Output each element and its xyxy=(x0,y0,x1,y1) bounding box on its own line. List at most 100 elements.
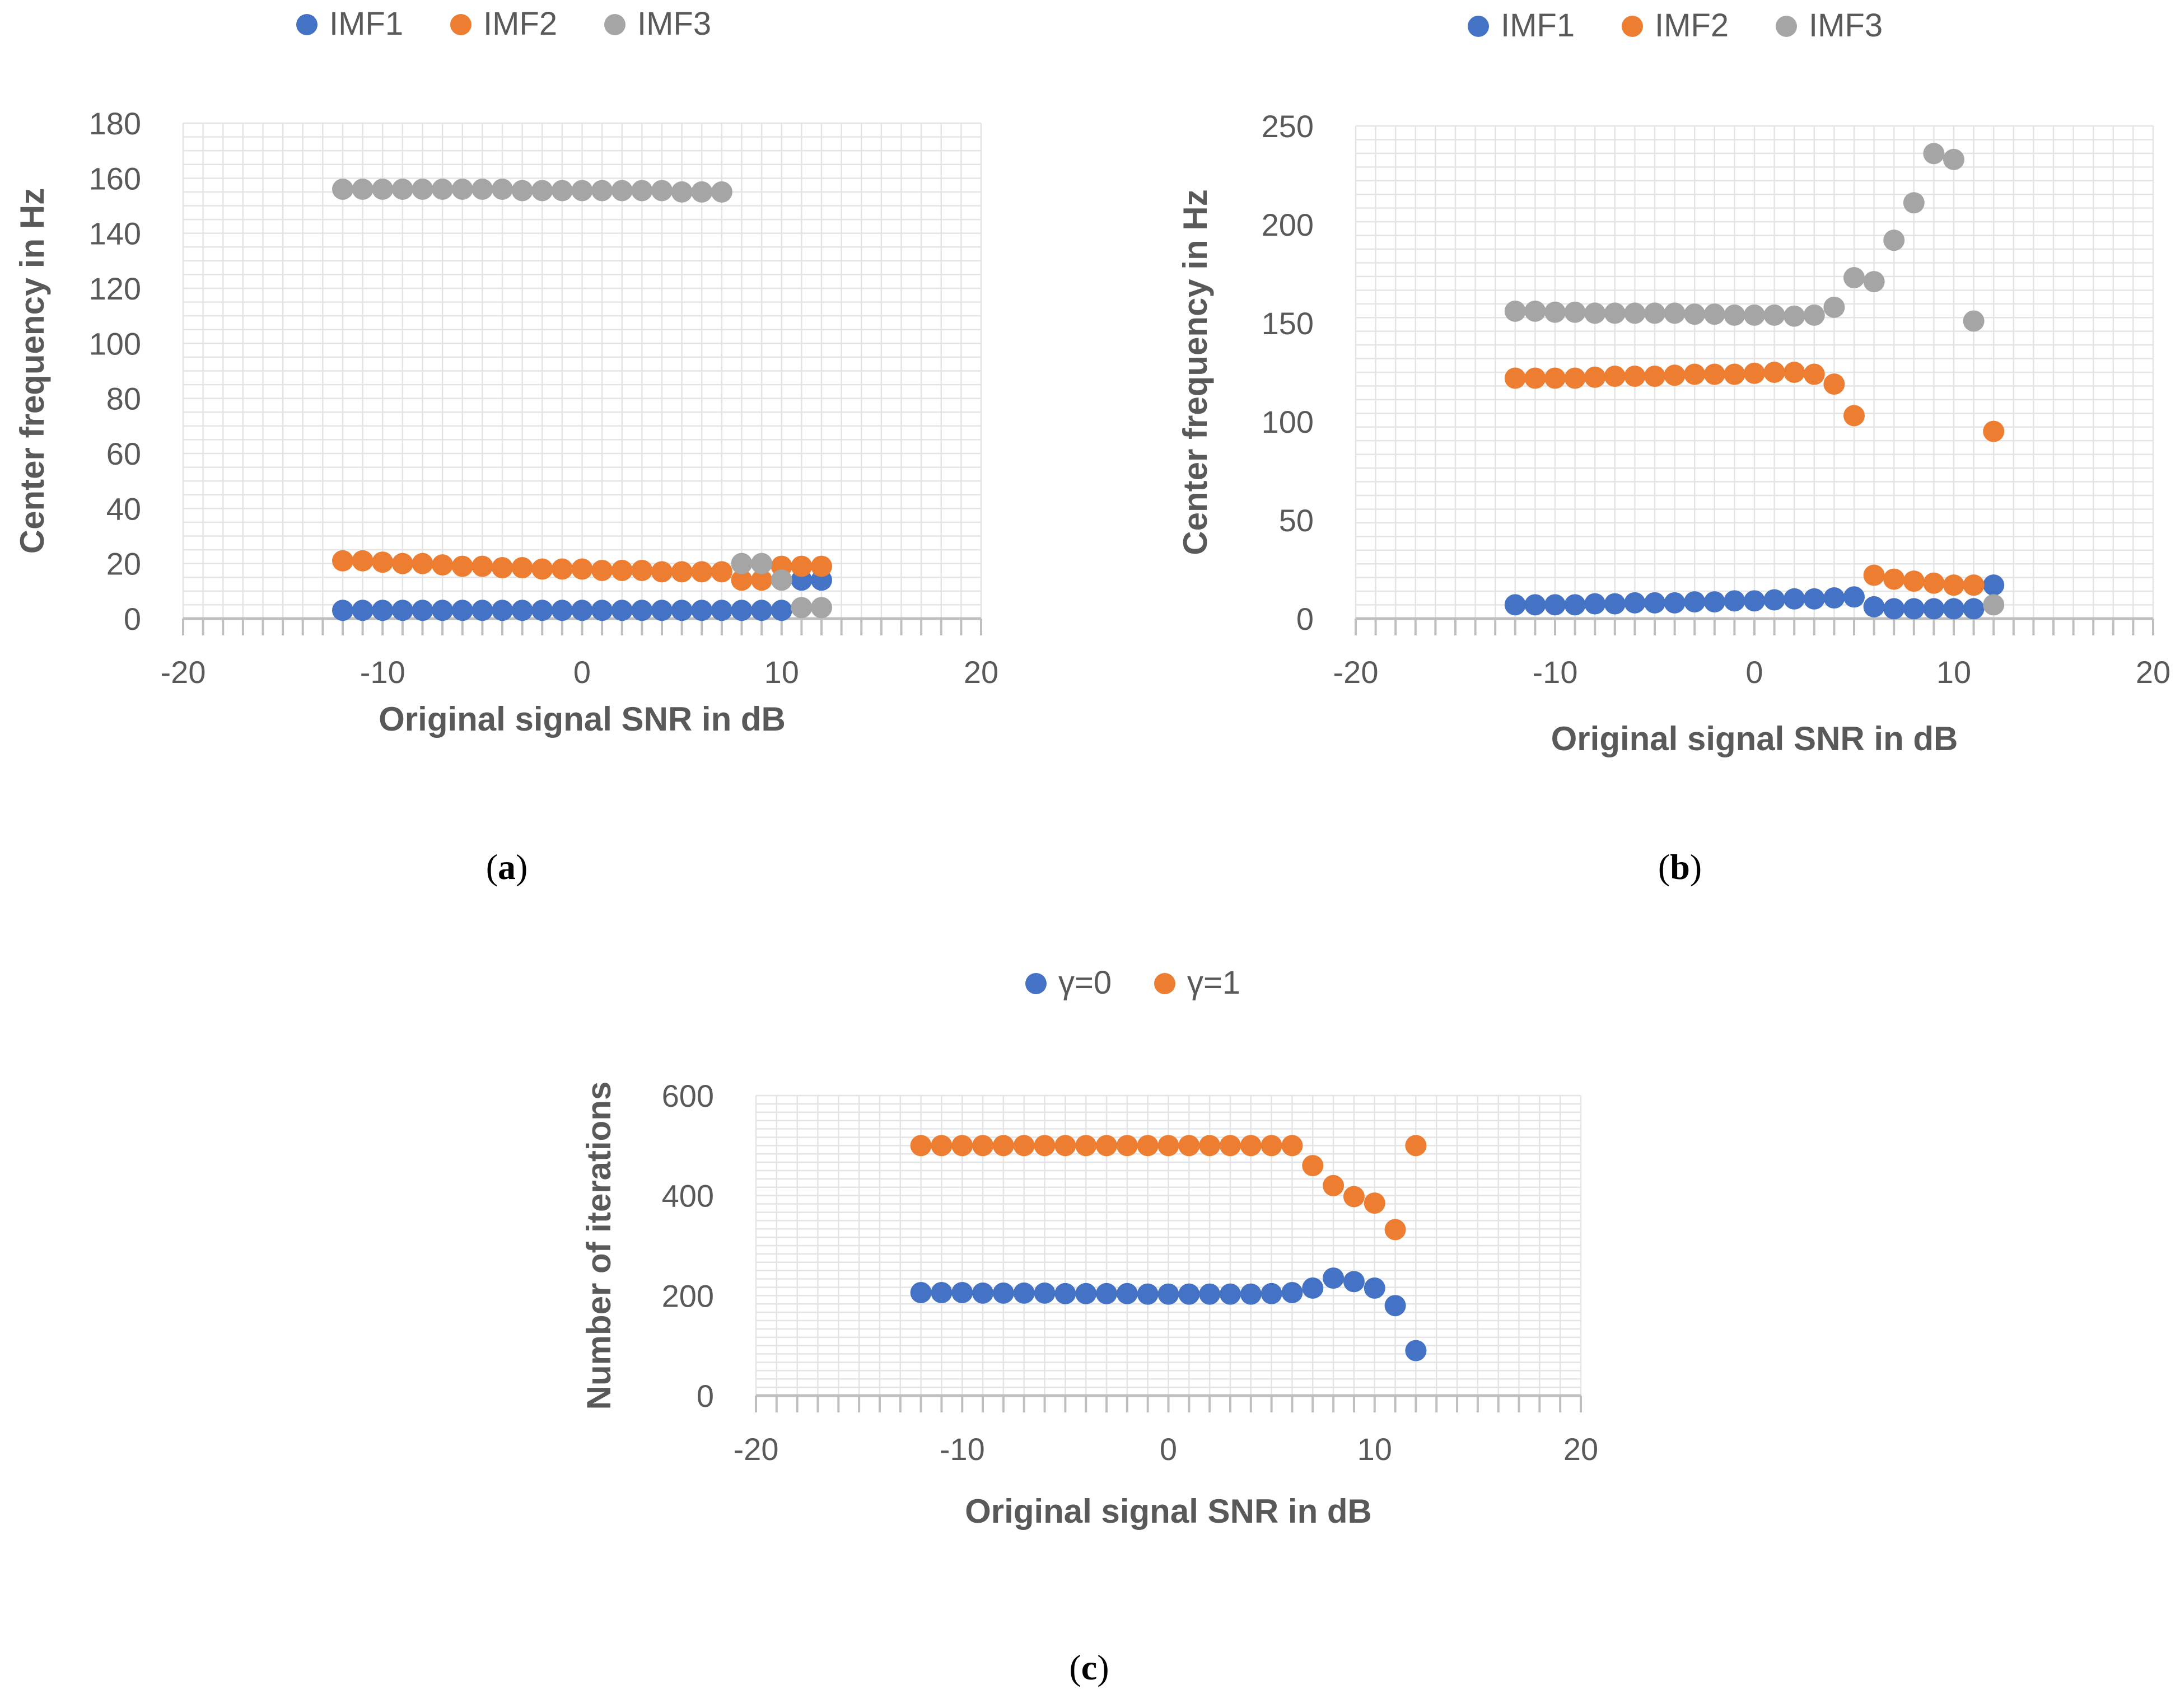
data-point xyxy=(1724,304,1745,326)
data-point xyxy=(1684,303,1706,325)
data-point xyxy=(391,600,413,621)
y-tick-label: 160 xyxy=(89,161,141,196)
data-point xyxy=(811,555,832,577)
data-point xyxy=(1116,1135,1138,1157)
data-point xyxy=(791,555,813,577)
legend-item: IMF3 xyxy=(604,6,711,42)
data-point xyxy=(1364,1192,1385,1214)
data-point xyxy=(1054,1135,1076,1157)
data-point xyxy=(1724,363,1745,385)
data-point xyxy=(1963,310,1985,332)
data-point xyxy=(1302,1277,1324,1299)
data-point xyxy=(1240,1283,1262,1305)
data-point xyxy=(492,557,513,579)
data-point xyxy=(1883,568,1905,590)
data-point xyxy=(1137,1135,1159,1157)
data-point xyxy=(1624,592,1646,614)
data-point xyxy=(731,553,753,574)
data-point xyxy=(1096,1283,1118,1304)
legend-label: IMF2 xyxy=(483,6,557,42)
data-point xyxy=(531,558,553,580)
data-point xyxy=(1604,366,1626,387)
x-tick-label: 0 xyxy=(1745,654,1763,690)
data-point xyxy=(651,180,673,202)
data-point xyxy=(711,181,732,203)
data-point xyxy=(511,557,533,579)
data-point xyxy=(1075,1283,1097,1304)
data-point xyxy=(1504,594,1526,616)
legend-marker xyxy=(1025,973,1047,994)
data-point xyxy=(1763,304,1785,326)
data-point xyxy=(1405,1340,1427,1361)
data-point xyxy=(1744,362,1765,384)
data-point xyxy=(571,180,593,202)
data-point xyxy=(1157,1283,1179,1305)
data-point xyxy=(711,600,732,621)
x-tick-label: 0 xyxy=(1160,1431,1177,1467)
data-point xyxy=(1219,1135,1241,1157)
data-point xyxy=(1013,1135,1035,1157)
data-point xyxy=(1199,1135,1221,1157)
y-tick-label: 200 xyxy=(1262,207,1314,242)
data-point xyxy=(1564,301,1586,323)
data-point xyxy=(631,180,653,202)
data-point xyxy=(1096,1135,1118,1157)
data-point xyxy=(1054,1283,1076,1304)
data-point xyxy=(551,180,573,202)
data-point xyxy=(611,180,633,202)
data-point xyxy=(451,179,473,200)
data-point xyxy=(671,561,693,583)
data-point xyxy=(472,179,493,200)
legend-item: IMF3 xyxy=(1776,7,1883,44)
x-tick-label: -10 xyxy=(360,654,405,690)
data-point xyxy=(1684,363,1706,385)
y-tick-label: 100 xyxy=(89,326,141,361)
data-point xyxy=(372,551,394,573)
y-tick-label: 150 xyxy=(1262,306,1314,341)
data-point xyxy=(1784,588,1805,610)
data-point xyxy=(1784,362,1805,383)
data-point xyxy=(1157,1135,1179,1157)
data-point xyxy=(731,569,753,591)
data-point xyxy=(1364,1277,1385,1299)
data-point xyxy=(631,600,653,621)
data-point xyxy=(591,180,613,202)
data-point xyxy=(731,600,753,621)
data-point xyxy=(1343,1186,1365,1208)
data-point xyxy=(1034,1135,1056,1157)
legend-label: IMF2 xyxy=(1655,7,1729,44)
gridlines xyxy=(755,1094,1582,1397)
data-point xyxy=(1784,305,1805,327)
data-point xyxy=(751,569,773,591)
data-point xyxy=(372,600,394,621)
data-point xyxy=(1983,420,2005,442)
legend-item: γ=1 xyxy=(1154,965,1240,1001)
data-point xyxy=(1664,592,1686,614)
legend-marker xyxy=(1468,16,1489,37)
data-point xyxy=(1524,367,1546,389)
legend-item: IMF2 xyxy=(450,6,557,42)
data-point xyxy=(1075,1135,1097,1157)
data-point xyxy=(492,179,513,200)
data-point xyxy=(1644,366,1665,387)
data-point xyxy=(1863,564,1885,586)
data-point xyxy=(611,559,633,581)
legend-marker xyxy=(1622,16,1643,37)
data-point xyxy=(910,1135,932,1157)
legend-marker xyxy=(450,14,472,35)
data-point xyxy=(1664,364,1686,386)
series-3 xyxy=(1504,143,2005,616)
data-point xyxy=(791,597,813,619)
data-point xyxy=(1883,230,1905,251)
legend-label: γ=0 xyxy=(1058,965,1112,1001)
data-point xyxy=(691,181,713,203)
data-point xyxy=(751,553,773,574)
data-point xyxy=(1624,302,1646,324)
data-point xyxy=(1943,574,1964,596)
data-point xyxy=(1803,304,1825,326)
data-point xyxy=(1261,1135,1282,1157)
data-point xyxy=(472,600,493,621)
